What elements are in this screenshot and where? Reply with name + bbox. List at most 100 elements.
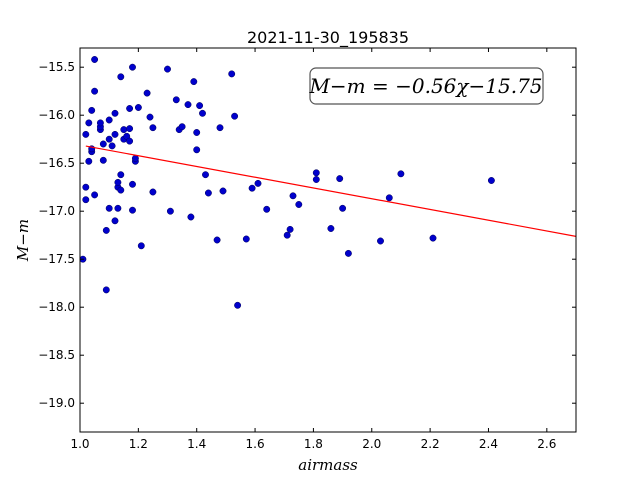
data-point xyxy=(126,125,134,133)
data-point xyxy=(137,242,145,250)
data-point xyxy=(117,73,125,81)
data-point xyxy=(385,194,393,202)
data-point xyxy=(327,225,335,232)
data-point xyxy=(204,189,212,197)
x-tick-label: 1.2 xyxy=(129,437,148,451)
data-point xyxy=(166,207,174,215)
data-point xyxy=(344,249,352,257)
data-point xyxy=(129,63,136,71)
fit-line xyxy=(85,145,576,237)
data-point xyxy=(117,171,125,179)
data-point xyxy=(82,183,90,191)
data-point xyxy=(108,142,116,150)
y-tick-label: −16.5 xyxy=(38,156,75,170)
data-point xyxy=(105,135,113,143)
annotation-box xyxy=(309,67,544,105)
data-point xyxy=(202,171,209,179)
data-point xyxy=(91,87,99,95)
data-point xyxy=(134,104,142,111)
plot-area: 1.0 1.2 1.4 1.6 1.8 2.0 2.2 2.4 2.6 −15.5 −16.0 −16… xyxy=(38,47,577,451)
data-point xyxy=(120,126,128,134)
x-axis-label: airmass xyxy=(298,456,358,474)
data-point xyxy=(129,206,136,214)
data-point xyxy=(85,119,93,127)
data-point xyxy=(126,137,134,145)
data-point xyxy=(196,102,204,110)
y-tick-label: −17.5 xyxy=(38,252,75,266)
data-point xyxy=(487,177,495,184)
data-point xyxy=(219,187,227,195)
data-point xyxy=(149,188,157,196)
data-point xyxy=(312,169,320,177)
data-point xyxy=(377,237,384,245)
data-point xyxy=(105,116,113,124)
y-tick-label: −15.5 xyxy=(38,60,75,74)
data-point xyxy=(99,156,107,164)
data-point xyxy=(234,301,242,309)
data-point xyxy=(254,179,262,187)
data-point xyxy=(146,113,154,121)
data-point xyxy=(111,217,119,225)
data-point xyxy=(105,204,113,212)
x-tick-label: 1.0 xyxy=(70,437,89,451)
data-point xyxy=(312,176,320,183)
x-tick-label: 1.4 xyxy=(187,437,206,451)
data-point xyxy=(429,234,437,242)
data-point xyxy=(102,286,110,294)
y-tick-label: −18.5 xyxy=(38,348,75,362)
data-point xyxy=(190,78,198,86)
data-point xyxy=(143,89,151,97)
x-tick-label: 2.2 xyxy=(421,437,440,451)
data-point xyxy=(102,226,110,234)
data-point xyxy=(91,191,99,199)
x-tick-label: 1.8 xyxy=(304,437,323,451)
data-point xyxy=(397,170,405,178)
x-tick-label: 2.0 xyxy=(362,437,381,451)
data-points xyxy=(80,56,495,309)
data-point xyxy=(126,105,134,112)
fit-equation-annotation: M−m = −0.56χ−15.75 xyxy=(308,74,542,98)
data-point xyxy=(228,70,236,78)
y-axis-label: M−m xyxy=(14,219,32,262)
data-point xyxy=(117,186,125,194)
data-point xyxy=(289,192,297,200)
x-tick-label: 2.4 xyxy=(479,437,498,451)
data-point xyxy=(82,196,90,204)
data-point xyxy=(96,119,104,127)
data-point xyxy=(99,140,107,148)
plot-frame xyxy=(79,47,577,433)
y-tick-label: −16.0 xyxy=(38,108,75,122)
data-point xyxy=(336,175,344,183)
data-point xyxy=(164,65,171,73)
data-point xyxy=(199,109,206,117)
data-point xyxy=(114,204,122,212)
data-point xyxy=(178,123,186,131)
data-point xyxy=(82,130,90,138)
chart-title: 2021-11-30_195835 xyxy=(247,28,409,48)
data-point xyxy=(85,157,93,165)
data-point xyxy=(283,231,291,239)
data-point xyxy=(295,201,303,208)
data-point xyxy=(242,235,250,243)
x-tick-label: 2.6 xyxy=(537,437,556,451)
data-point xyxy=(263,205,271,213)
data-point xyxy=(187,213,195,221)
data-point xyxy=(248,184,256,192)
data-point xyxy=(184,101,192,109)
data-point xyxy=(111,130,119,138)
data-point xyxy=(149,124,157,132)
data-point xyxy=(216,124,224,132)
data-point xyxy=(213,236,221,244)
data-point xyxy=(172,96,180,104)
data-point xyxy=(286,225,294,233)
y-tick-label: −17.0 xyxy=(38,204,75,218)
data-point xyxy=(111,109,119,117)
data-point xyxy=(231,112,239,120)
x-tick-label: 1.6 xyxy=(246,437,265,451)
data-point xyxy=(114,178,122,186)
data-point xyxy=(91,56,99,63)
data-point xyxy=(339,204,347,212)
data-point xyxy=(193,146,201,154)
data-point xyxy=(88,106,96,114)
